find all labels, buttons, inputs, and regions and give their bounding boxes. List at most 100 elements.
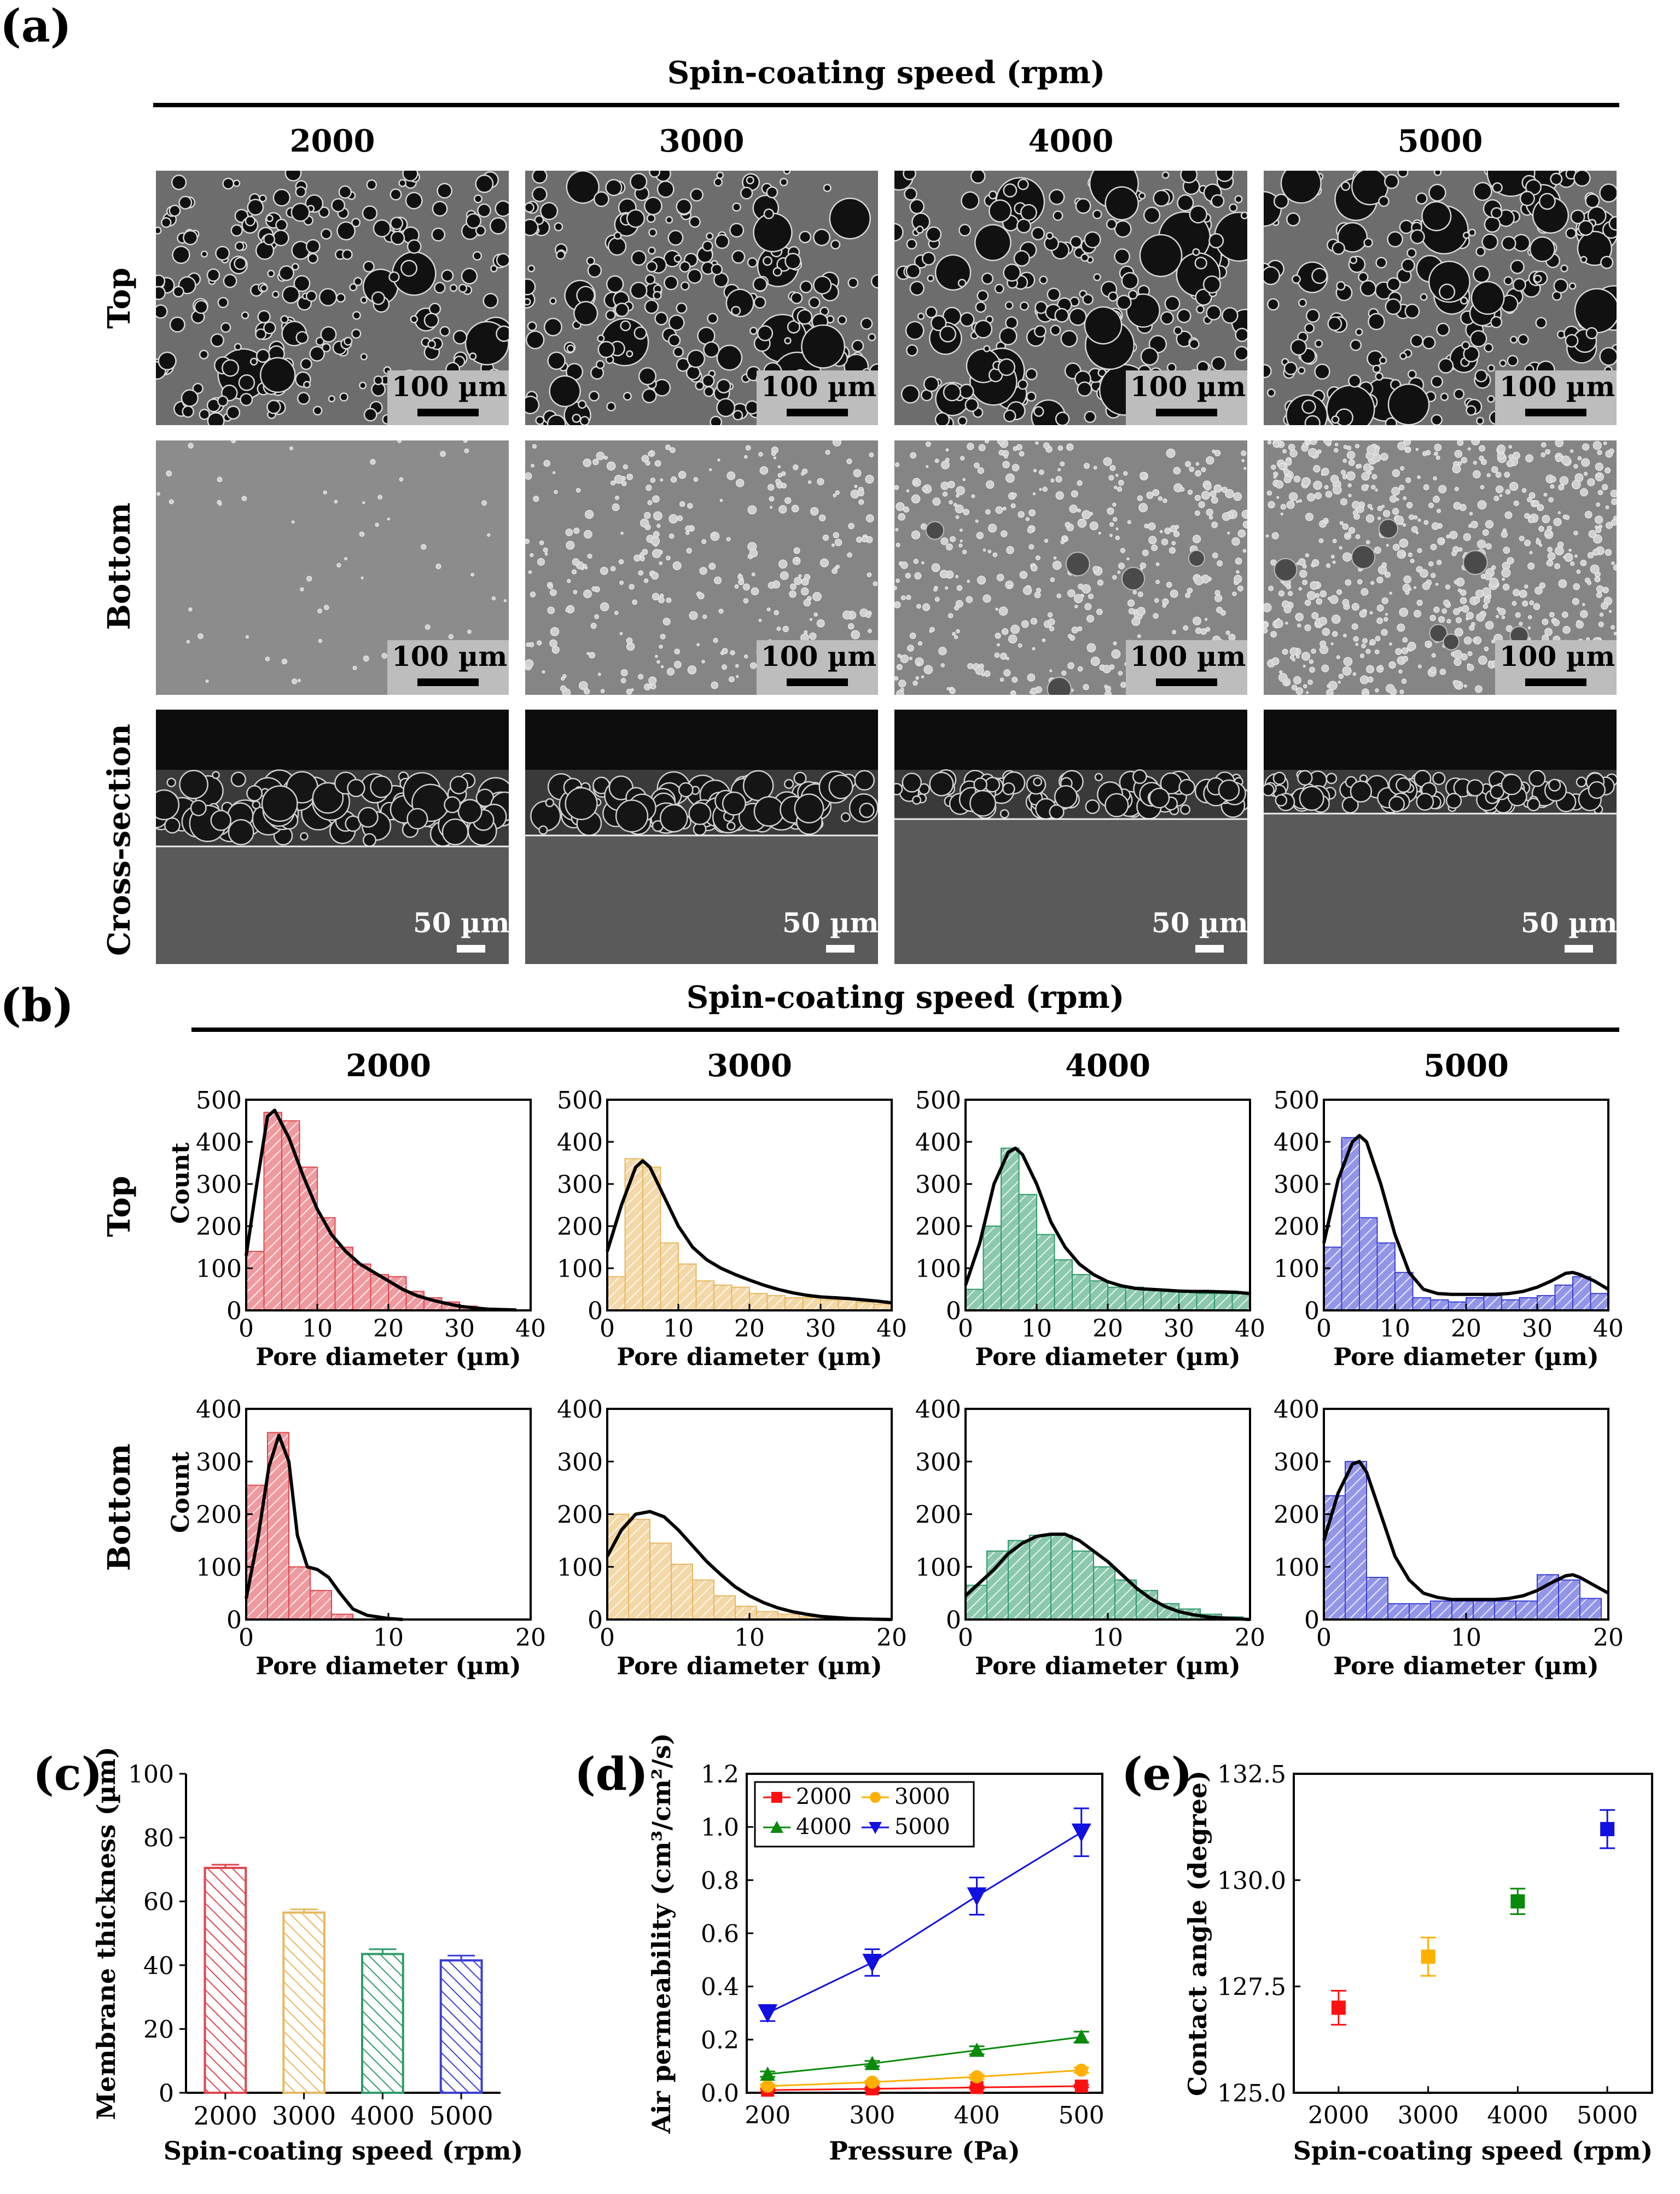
scale-bar-label: 100 µm <box>392 640 508 672</box>
scale-bar-label: 100 µm <box>761 640 877 672</box>
header-b: Spin-coating speed (rpm) <box>686 979 1125 1015</box>
x-tick-label: 40 <box>876 1315 907 1343</box>
y-tick-label: 80 <box>143 1825 174 1853</box>
hist-bar <box>1451 1600 1474 1620</box>
x-axis-label: Pore diameter (µm) <box>1333 1652 1599 1680</box>
panel-label-c: (c) <box>33 1748 103 1801</box>
scale-bar-label: 100 µm <box>392 370 508 403</box>
data-point <box>862 1953 882 1972</box>
y-tick-label: 300 <box>196 1171 242 1199</box>
x-tick-label: 5000 <box>1577 2102 1638 2129</box>
hist-bar <box>1515 1600 1538 1620</box>
hist-bar <box>983 1226 1002 1311</box>
hist-bar <box>281 1120 300 1311</box>
x-tick-label: 20 <box>876 1624 907 1652</box>
series-line <box>767 1831 1082 2014</box>
col-header-3000-b: 3000 <box>707 1048 792 1084</box>
data-point <box>1510 1894 1525 1909</box>
thickness-bar <box>204 1866 247 2094</box>
hist-bar <box>1579 1598 1602 1620</box>
data-point <box>865 2075 879 2089</box>
data-point <box>1074 2063 1088 2077</box>
y-tick-label: 400 <box>1274 1396 1319 1424</box>
hist-bar <box>1125 1286 1144 1311</box>
data-point <box>1331 2000 1346 2015</box>
hist-bar <box>1448 1301 1467 1311</box>
data-point <box>1421 1949 1435 1964</box>
hist-bar <box>1072 1550 1094 1620</box>
x-tick-label: 40 <box>1593 1315 1624 1343</box>
thickness-bar <box>282 1911 325 2094</box>
x-tick-label: 2000 <box>1308 2102 1369 2129</box>
scale-bar-label: 50 µm <box>782 907 878 939</box>
col-header-4000-b: 4000 <box>1065 1048 1150 1084</box>
y-tick-label: 300 <box>915 1171 961 1199</box>
x-tick-label: 300 <box>849 2102 895 2129</box>
hist-bar <box>784 1297 804 1311</box>
hist-bar <box>1054 1259 1073 1311</box>
x-tick-label: 0 <box>958 1315 973 1343</box>
hist-bar <box>749 1293 768 1311</box>
x-tick-label: 30 <box>1164 1315 1194 1343</box>
x-tick-label: 0 <box>1316 1315 1332 1343</box>
hist-bar <box>1554 1284 1573 1311</box>
x-tick-label: 0 <box>600 1624 615 1652</box>
col-header-2000-a: 2000 <box>289 123 375 159</box>
hist-bar <box>838 1299 857 1311</box>
x-tick-label: 0 <box>239 1315 254 1343</box>
scale-bar-box: 100 µm <box>1495 370 1617 425</box>
x-tick-label: 20 <box>734 1315 765 1343</box>
scale-bar <box>1565 945 1593 953</box>
y-tick-label: 0.4 <box>701 1974 739 2001</box>
y-axis-label: Count <box>167 1142 195 1223</box>
sem-image-top-4000: 100 µm <box>894 171 1247 425</box>
x-tick-label: 30 <box>1522 1315 1553 1343</box>
x-axis-label: Pore diameter (µm) <box>255 1343 521 1371</box>
sem-image-bottom-4000: 100 µm <box>894 440 1247 695</box>
data-point <box>770 1821 783 1833</box>
fit-curve <box>1322 1134 1609 1296</box>
y-tick-label: 0 <box>946 1606 961 1634</box>
sem-image-cross-3000: 50 µm <box>525 710 878 964</box>
x-tick-label: 10 <box>1021 1315 1052 1343</box>
hist-bar <box>678 1263 697 1311</box>
x-tick-label: 20 <box>1593 1624 1624 1652</box>
sem-image-top-2000: 100 µm <box>156 171 509 425</box>
hist-bar <box>1483 1295 1502 1311</box>
data-point <box>864 2056 880 2070</box>
bottom-charts-figure: 0 20 40 60 80 100 2000 3000 4000 5000 Spin-coating… <box>91 1733 1653 2166</box>
hist-bar <box>1018 1194 1037 1311</box>
fit-curve <box>964 1146 1251 1296</box>
hist-bar <box>986 1550 1009 1620</box>
x-tick-label: 0 <box>239 1624 254 1652</box>
x-tick-label: 3000 <box>1398 2102 1459 2129</box>
x-axis-label: Pore diameter (µm) <box>617 1343 882 1371</box>
col-header-4000-a: 4000 <box>1028 123 1114 159</box>
col-header-5000-a: 5000 <box>1397 123 1483 159</box>
y-tick-label: 0.2 <box>701 2027 739 2054</box>
data-point <box>967 1887 987 1906</box>
data-point <box>970 2070 984 2083</box>
x-tick-label: 3000 <box>272 2101 336 2131</box>
x-tick-label: 0 <box>600 1315 615 1343</box>
hist-bar <box>642 1166 661 1311</box>
x-tick-label: 5000 <box>429 2101 493 2131</box>
scale-bar-box: 100 µm <box>757 640 878 695</box>
y-tick-label: 0.0 <box>701 2080 739 2108</box>
sem-image-bottom-3000: 100 µm <box>525 440 878 695</box>
x-axis-label: Pressure (Pa) <box>829 2136 1020 2166</box>
scale-bar <box>1156 678 1217 686</box>
y-tick-label: 0 <box>226 1297 242 1325</box>
hist-bar <box>1029 1535 1051 1620</box>
x-tick-label: 20 <box>373 1315 404 1343</box>
header-a: Spin-coating speed (rpm) <box>667 55 1106 91</box>
hist-bar <box>692 1579 714 1620</box>
scale-bar-box: 100 µm <box>757 370 878 425</box>
panel-label-e: (e) <box>1121 1748 1193 1801</box>
y-tick-label: 100 <box>1274 1554 1319 1582</box>
hist-bar <box>713 1284 733 1311</box>
hist-bar <box>352 1263 371 1311</box>
hist-bar <box>1093 1566 1115 1620</box>
data-point <box>1073 2029 1089 2044</box>
